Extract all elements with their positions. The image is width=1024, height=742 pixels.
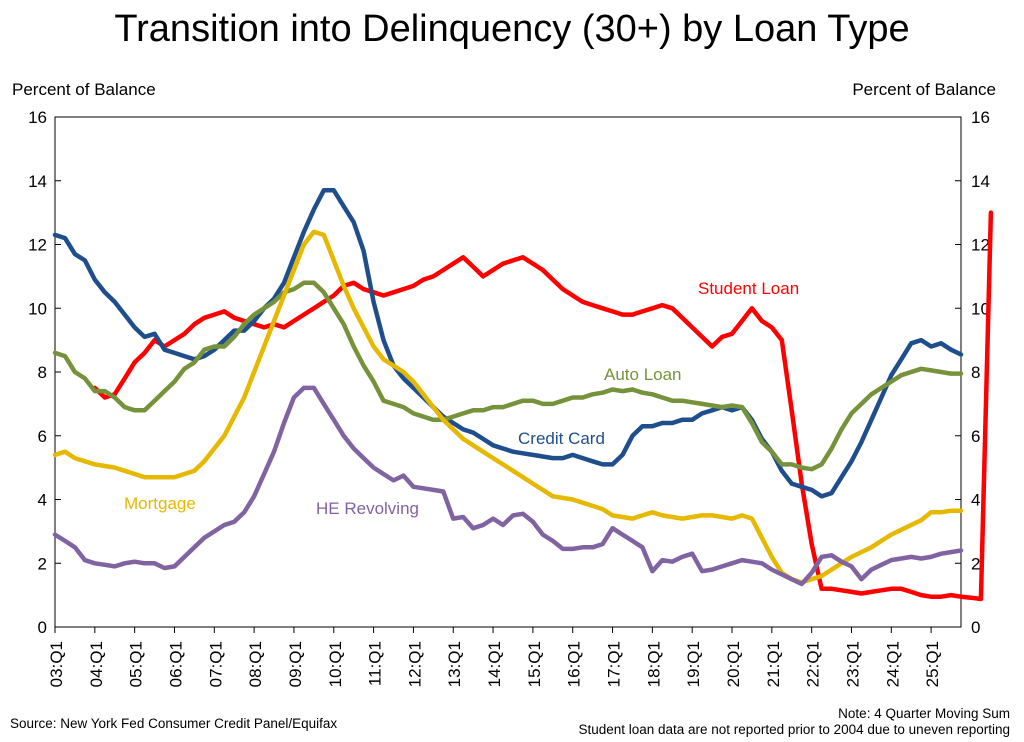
x-tick-label: 23:Q1 (843, 641, 862, 687)
label-credit-card: Credit Card (518, 429, 605, 448)
y-tick-label-right: 10 (971, 299, 990, 318)
y-tick-label-left: 14 (28, 172, 47, 191)
label-auto-loan: Auto Loan (604, 365, 682, 384)
y-tick-label-left: 8 (38, 363, 47, 382)
y-tick-label-right: 14 (971, 172, 990, 191)
chart-title: Transition into Delinquency (30+) by Loa… (114, 8, 910, 50)
x-tick-label: 17:Q1 (605, 641, 624, 687)
x-tick-label: 19:Q1 (684, 641, 703, 687)
x-tick-label: 03:Q1 (47, 641, 66, 687)
series-labels: Student Loan Auto Loan Credit Card Mortgage… (124, 279, 799, 518)
y-ticks-left: 0 2 4 6 8 10 12 14 16 (28, 108, 61, 637)
y-tick-label-left: 4 (38, 491, 47, 510)
y-axis-label-left: Percent of Balance (12, 80, 156, 99)
x-tick-label: 09:Q1 (286, 641, 305, 687)
y-tick-label-right: 16 (971, 108, 990, 127)
y-tick-label-right: 0 (971, 618, 980, 637)
x-tick-label: 20:Q1 (724, 641, 743, 687)
label-he-revolving: HE Revolving (316, 499, 419, 518)
x-ticks: 03:Q1 04:Q1 05:Q1 06:Q1 07:Q1 08:Q1 09:Q1 10:Q1… (47, 627, 942, 687)
x-tick-label: 22:Q1 (804, 641, 823, 687)
y-tick-label-right: 2 (971, 554, 980, 573)
series-lines (52, 188, 994, 602)
x-tick-label: 16:Q1 (565, 641, 584, 687)
y-axis-label-right: Percent of Balance (852, 80, 996, 99)
y-tick-label-left: 0 (38, 618, 47, 637)
y-tick-label-left: 12 (28, 236, 47, 255)
x-tick-label: 13:Q1 (445, 641, 464, 687)
x-tick-label: 24:Q1 (883, 641, 902, 687)
x-tick-label: 12:Q1 (405, 641, 424, 687)
x-tick-label: 11:Q1 (366, 641, 385, 686)
x-tick-label: 18:Q1 (644, 641, 663, 687)
x-tick-label: 04:Q1 (87, 641, 106, 687)
y-tick-label-right: 8 (971, 363, 980, 382)
x-tick-label: 21:Q1 (764, 641, 783, 687)
y-tick-label-right: 4 (971, 491, 980, 510)
series-line-student-loan (92, 210, 994, 602)
student-loan-note: Student loan data are not reported prior… (578, 722, 1010, 737)
x-tick-label: 06:Q1 (166, 641, 185, 687)
y-tick-label-left: 10 (28, 299, 47, 318)
y-tick-label-left: 6 (38, 427, 47, 446)
x-tick-label: 10:Q1 (326, 641, 345, 687)
series-line-credit-card (52, 188, 964, 499)
y-tick-label-left: 2 (38, 554, 47, 573)
series-line-auto-loan (52, 280, 964, 472)
x-tick-label: 15:Q1 (525, 641, 544, 687)
y-tick-label-left: 16 (28, 108, 47, 127)
label-student-loan: Student Loan (698, 279, 799, 298)
series-line-he-revolving (52, 385, 964, 587)
x-tick-label: 14:Q1 (485, 641, 504, 687)
y-tick-label-right: 12 (971, 236, 990, 255)
label-mortgage: Mortgage (124, 494, 196, 513)
x-tick-label: 25:Q1 (923, 641, 942, 687)
x-tick-label: 07:Q1 (206, 641, 225, 687)
moving-sum-note: Note: 4 Quarter Moving Sum (838, 706, 1010, 721)
series-line-mortgage (52, 229, 964, 585)
source-note: Source: New York Fed Consumer Credit Pan… (10, 716, 338, 731)
x-tick-label: 05:Q1 (127, 641, 146, 687)
y-tick-label-right: 6 (971, 427, 980, 446)
x-tick-label: 08:Q1 (246, 641, 265, 687)
